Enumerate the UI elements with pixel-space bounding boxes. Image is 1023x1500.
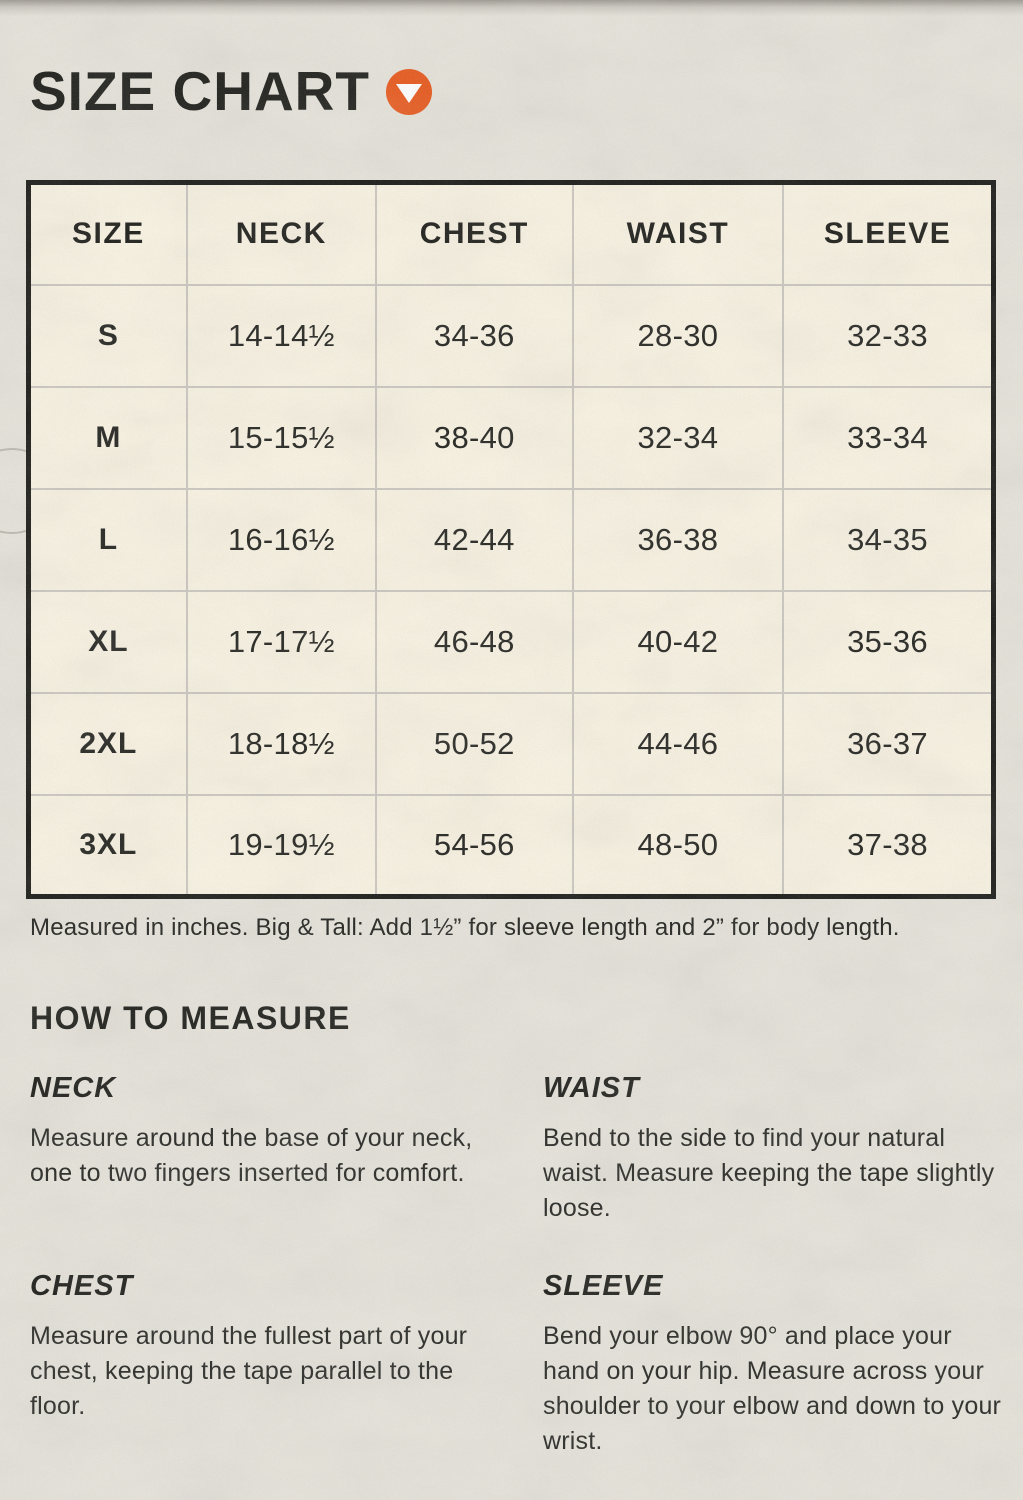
measurement-note: Measured in inches. Big & Tall: Add 1½” … [30,914,900,941]
measure-section-text: Measure around the base of your neck, on… [30,1124,473,1187]
measure-section-text: Bend your elbow 90° and place your hand … [543,1322,1002,1455]
neck-value: 15-15½ [185,385,377,490]
chest-value: 46-48 [374,589,574,694]
chest-value: 42-44 [374,487,574,592]
how-to-measure-title: HOW TO MEASURE [30,1000,351,1036]
sleeve-value: 33-34 [782,385,995,490]
column-header-waist: WAIST [571,181,785,286]
sleeve-value: 35-36 [782,589,995,694]
chest-value: 38-40 [374,385,574,490]
chevron-down-circle-icon [386,68,432,115]
chevron-down-icon [396,84,422,103]
sleeve-value: 34-35 [782,487,995,592]
column-header-sleeve: SLEEVE [782,181,995,286]
measure-section-label: SLEEVE [543,1270,664,1302]
waist-value: 44-46 [571,691,785,796]
size-row-3xl: 3XL 19-19½ 54-56 48-50 37-38 [27,793,995,898]
measure-section-text: Bend to the side to find your natural wa… [543,1124,995,1222]
paper-top-edge [0,0,1023,16]
waist-value: 36-38 [571,487,785,592]
waist-value: 48-50 [571,793,785,898]
neck-value: 19-19½ [185,793,377,898]
sleeve-value: 36-37 [782,691,995,796]
measure-section-waist: WAIST Bend to the side to find your natu… [543,1072,1013,1226]
waist-value: 28-30 [571,283,785,388]
header: SIZE CHART [30,64,432,119]
chest-value: 54-56 [374,793,574,898]
size-label: 2XL [27,691,188,796]
chest-value: 50-52 [374,691,574,796]
chest-value: 34-36 [374,283,574,388]
size-label: XL [27,589,188,694]
measure-section-chest: CHEST Measure around the fullest part of… [30,1270,493,1459]
column-header-chest: CHEST [374,181,574,286]
size-label: L [27,487,188,592]
size-table-header-row: SIZE NECK CHEST WAIST SLEEVE [27,181,995,286]
how-to-measure-sections: NECK Measure around the base of your nec… [30,1072,1003,1459]
size-row-s: S 14-14½ 34-36 28-30 32-33 [27,283,995,388]
measure-section-sleeve: SLEEVE Bend your elbow 90° and place you… [543,1270,1013,1459]
size-row-l: L 16-16½ 42-44 36-38 34-35 [27,487,995,592]
size-label: 3XL [27,793,188,898]
waist-value: 32-34 [571,385,785,490]
waist-value: 40-42 [571,589,785,694]
measure-section-label: NECK [30,1072,117,1104]
measure-section-label: WAIST [543,1072,640,1104]
page-title: SIZE CHART [30,60,370,122]
size-label: S [27,283,188,388]
column-header-neck: NECK [185,181,377,286]
column-header-size: SIZE [27,181,188,286]
size-row-2xl: 2XL 18-18½ 50-52 44-46 36-37 [27,691,995,796]
neck-value: 17-17½ [185,589,377,694]
size-label: M [27,385,188,490]
sleeve-value: 37-38 [782,793,995,898]
size-row-xl: XL 17-17½ 46-48 40-42 35-36 [27,589,995,694]
neck-value: 18-18½ [185,691,377,796]
measure-section-neck: NECK Measure around the base of your nec… [30,1072,493,1226]
sleeve-value: 32-33 [782,283,995,388]
neck-value: 14-14½ [185,283,377,388]
size-row-m: M 15-15½ 38-40 32-34 33-34 [27,385,995,490]
measure-section-label: CHEST [30,1270,134,1302]
neck-value: 16-16½ [185,487,377,592]
measure-section-text: Measure around the fullest part of your … [30,1322,468,1420]
size-table: SIZE NECK CHEST WAIST SLEEVE S 14-14½ 34-36 28-… [26,180,996,899]
